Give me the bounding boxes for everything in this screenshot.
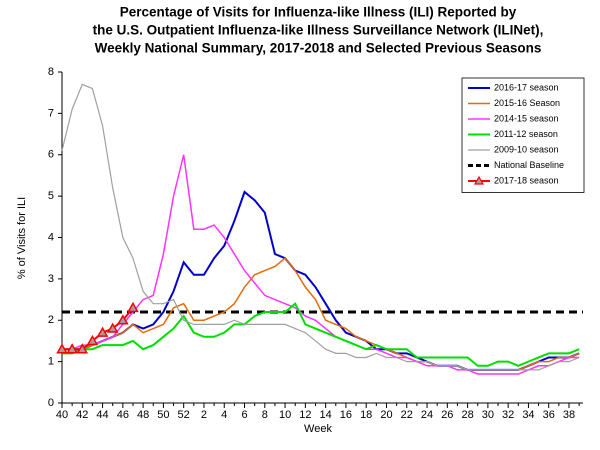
series-marker bbox=[76, 343, 89, 354]
series-marker bbox=[106, 322, 119, 333]
series-marker bbox=[86, 334, 99, 346]
x-tick-label: 42 bbox=[76, 409, 88, 421]
x-tick-label: 38 bbox=[563, 409, 575, 421]
x-tick-label: 30 bbox=[482, 409, 494, 421]
y-tick-label: 3 bbox=[48, 273, 54, 285]
x-tick-label: 26 bbox=[441, 409, 453, 421]
x-tick-label: 36 bbox=[543, 409, 555, 421]
x-tick-label: 28 bbox=[461, 409, 473, 421]
legend-label: 2015-16 Season bbox=[494, 98, 560, 108]
x-tick-label: 20 bbox=[380, 409, 392, 421]
series-marker bbox=[66, 343, 78, 354]
x-tick-label: 12 bbox=[299, 409, 311, 421]
x-tick-label: 40 bbox=[56, 409, 68, 421]
series-line bbox=[62, 302, 580, 367]
x-tick-label: 22 bbox=[401, 409, 413, 421]
x-tick-label: 18 bbox=[360, 409, 372, 421]
series-marker bbox=[127, 301, 139, 313]
y-tick-label: 8 bbox=[48, 66, 54, 78]
chart-title: Percentage of Visits for Influenza-like … bbox=[120, 5, 517, 20]
legend-label: 2011-12 season bbox=[494, 129, 558, 139]
y-tick-label: 1 bbox=[48, 356, 54, 368]
chart-title: Weekly National Summary, 2017-2018 and S… bbox=[95, 41, 542, 56]
x-tick-label: 6 bbox=[241, 409, 247, 421]
x-tick-label: 34 bbox=[522, 409, 534, 421]
x-tick-label: 52 bbox=[178, 409, 190, 421]
legend-label: 2009-10 season bbox=[494, 144, 559, 154]
x-tick-label: 14 bbox=[320, 409, 332, 421]
y-tick-label: 2 bbox=[48, 314, 54, 326]
series-line bbox=[61, 83, 580, 371]
series-marker bbox=[56, 343, 68, 354]
y-tick-label: 0 bbox=[48, 397, 54, 409]
y-tick-label: 7 bbox=[48, 107, 54, 119]
legend-label: 2014-15 season bbox=[494, 113, 559, 123]
x-tick-label: 44 bbox=[96, 409, 108, 421]
x-tick-label: 4 bbox=[221, 409, 227, 421]
y-tick-label: 6 bbox=[48, 149, 54, 161]
x-tick-label: 48 bbox=[137, 409, 149, 421]
x-tick-label: 50 bbox=[157, 409, 169, 421]
series-line bbox=[62, 257, 580, 371]
series-marker bbox=[96, 326, 109, 337]
x-tick-label: 2 bbox=[201, 409, 207, 421]
x-tick-label: 16 bbox=[340, 409, 352, 421]
y-tick-label: 4 bbox=[48, 231, 54, 243]
chart-title: the U.S. Outpatient Influenza-like Illne… bbox=[93, 23, 544, 38]
y-tick-label: 5 bbox=[48, 190, 54, 202]
x-axis-label: Week bbox=[304, 423, 332, 435]
legend-label: National Baseline bbox=[494, 160, 564, 170]
x-tick-label: 32 bbox=[502, 409, 514, 421]
x-tick-label: 24 bbox=[421, 409, 433, 421]
y-axis-label: % of Visits for ILI bbox=[16, 197, 28, 279]
x-tick-label: 10 bbox=[279, 409, 291, 421]
legend-label: 2017-18 season bbox=[494, 175, 559, 185]
legend-label: 2016-17 season bbox=[494, 82, 559, 92]
legend-marker bbox=[473, 175, 485, 185]
x-tick-label: 46 bbox=[117, 409, 129, 421]
series-marker bbox=[117, 314, 129, 325]
x-tick-label: 8 bbox=[262, 409, 268, 421]
